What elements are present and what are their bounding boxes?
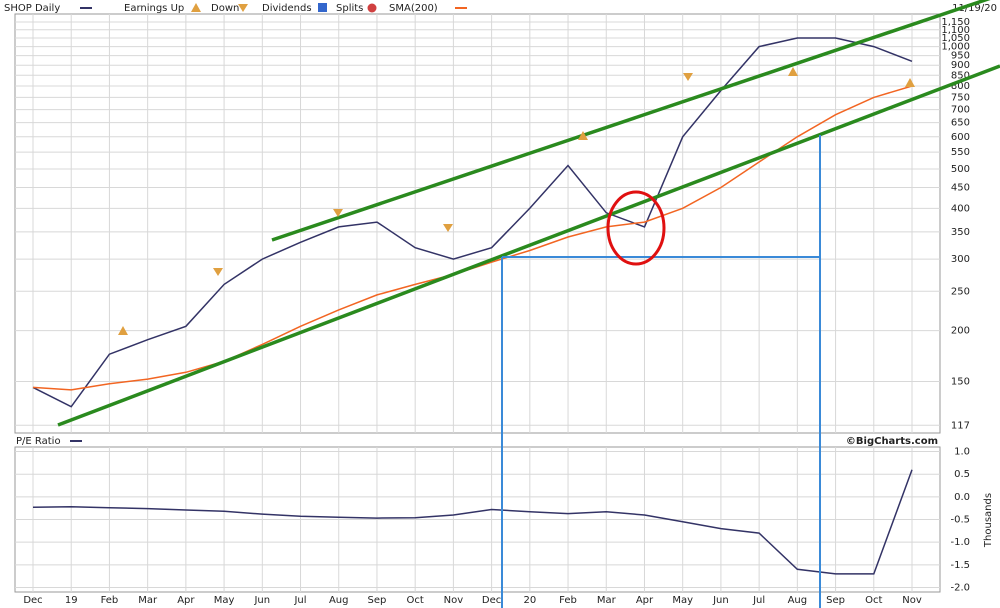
chart-title: SHOP Daily [4,3,60,14]
x-tick-label: Jun [253,595,270,606]
split-icon [367,3,377,13]
x-tick-label: Oct [407,595,424,606]
y-tick-label: 150 [951,376,970,387]
earnings-icon [443,224,453,232]
price-panel [14,13,941,434]
trend-line [57,64,1000,427]
x-tick-label: Sep [368,595,387,606]
y-tick-label: 0.5 [954,469,970,480]
y-tick-label: 750 [951,92,970,103]
x-tick-label: Aug [329,595,349,606]
y-tick-label: 1,050 [941,33,970,44]
x-tick-label: Jul [752,595,765,606]
x-tick-label: Feb [101,595,119,606]
y-tick-label: 500 [951,164,970,175]
y-tick-label: 1.0 [954,447,970,458]
x-tick-label: Nov [902,595,922,606]
legend-item: Dividends [262,3,312,14]
earnings-icon [905,78,915,87]
x-tick-label: Jul [293,595,306,606]
x-tick-label: Feb [559,595,577,606]
x-tick-label: Aug [788,595,808,606]
plots: 117 150 200 250 300 350 400 450 500 550 600 650 700 7… [23,17,970,606]
x-tick-label: Sep [826,595,845,606]
trend-line [271,0,991,242]
y-tick-label: 200 [951,326,970,337]
dividend-icon [318,3,327,12]
earnings-icon [118,326,128,335]
date: 11/19/20 [952,3,997,14]
legend-item: Splits [336,3,363,14]
earnings-down-icon [238,4,248,12]
annotation-circle [606,190,666,266]
y-tick-label: 800 [951,81,970,92]
x-tick-label: May [214,595,235,606]
y-axis-label: Thousands [983,493,994,548]
y-tick-label: 1,000 [941,42,970,53]
y-tick-label: 117 [951,420,970,431]
x-tick-label: Mar [138,595,158,606]
y-tick-label: 950 [951,51,970,62]
x-tick-label: Mar [597,595,617,606]
earnings-icon [788,67,798,76]
legend-item: Down [211,3,239,14]
y-tick-label: 550 [951,147,970,158]
series-line [32,37,913,408]
y-tick-label: -1.5 [950,560,970,571]
x-tick-label: Apr [177,595,195,606]
y-tick-label: 700 [951,105,970,116]
x-tick-label: 19 [65,595,78,606]
earnings-up-icon [191,3,201,12]
legend-item: SMA(200) [389,3,438,14]
x-tick-label: Dec [23,595,42,606]
x-tick-label: Apr [636,595,654,606]
y-tick-label: 300 [951,254,970,265]
earnings-icon [213,268,223,276]
earnings-icon [683,73,693,81]
y-tick-label: 250 [951,286,970,297]
source: ©BigCharts.com [846,436,938,447]
x-tick-label: Jun [712,595,729,606]
y-tick-label: -0.5 [950,515,970,526]
x-tick-label: May [672,595,693,606]
pe-title: P/E Ratio [16,436,61,447]
y-tick-label: 1,150 [941,17,970,28]
grid [15,14,940,592]
y-tick-label: 600 [951,132,970,143]
y-tick-label: 850 [951,70,970,81]
y-tick-label: 650 [951,118,970,129]
earnings-icon [578,131,588,140]
legend-item: Earnings Up [124,3,184,14]
y-tick-label: 900 [951,60,970,71]
series-line [32,85,913,391]
y-tick-label: -1.0 [950,537,970,548]
series-line [32,469,913,575]
y-tick-label: 0.0 [954,492,970,503]
x-tick-label: Oct [865,595,882,606]
y-tick-label: -2.0 [950,582,970,593]
y-tick-label: 450 [951,183,970,194]
x-tick-label: Dec [482,595,501,606]
x-tick-label: Nov [444,595,464,606]
y-tick-label: 1,100 [941,25,970,36]
y-tick-label: 350 [951,227,970,238]
earnings-icon [333,209,343,217]
y-tick-label: 400 [951,203,970,214]
x-tick-label: 20 [523,595,536,606]
